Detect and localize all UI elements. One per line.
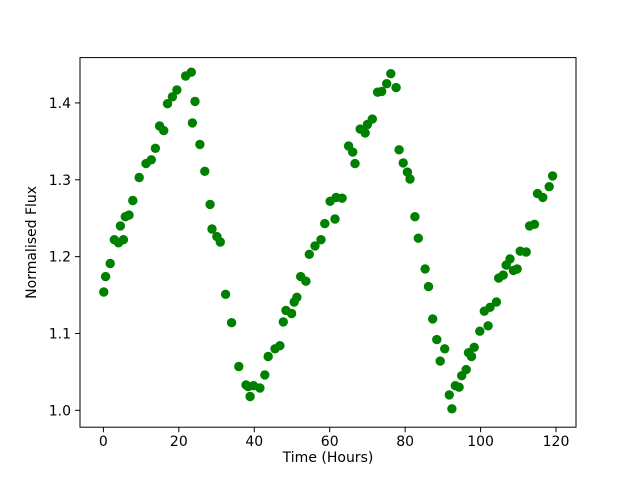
x-tick-label: 20 — [170, 434, 188, 450]
data-point — [220, 289, 231, 299]
data-point — [304, 249, 314, 259]
data-point — [544, 182, 554, 192]
data-point — [128, 195, 138, 206]
data-point — [105, 258, 115, 269]
data-point — [348, 147, 358, 157]
x-tick-label: 80 — [396, 434, 414, 450]
data-point — [310, 241, 320, 251]
data-point — [172, 85, 182, 95]
data-point — [469, 342, 479, 352]
data-point — [382, 79, 392, 89]
x-tick-label: 120 — [543, 434, 570, 450]
y-axis-ticks: 1.0 1.1 1.2 1.3 1.4 — [49, 96, 80, 419]
data-point — [432, 334, 442, 345]
data-point — [159, 125, 169, 136]
data-point — [226, 318, 237, 328]
y-tick-label: 1.4 — [49, 96, 71, 112]
data-point — [405, 174, 415, 184]
y-tick-label: 1.2 — [49, 250, 71, 266]
data-point — [454, 382, 464, 392]
x-axis-label: Time (Hours) — [282, 450, 374, 466]
data-point — [301, 276, 311, 286]
data-point — [316, 235, 326, 245]
data-point — [275, 341, 285, 351]
data-point — [444, 390, 454, 400]
data-point — [423, 281, 434, 292]
x-tick-label: 0 — [99, 434, 108, 450]
x-axis-ticks: 0 20 40 60 80 100 120 — [99, 427, 569, 450]
y-axis-label: Normalised Flux — [24, 186, 40, 299]
data-point — [115, 221, 126, 231]
data-point — [466, 351, 477, 362]
data-point — [292, 292, 302, 302]
data-point — [521, 247, 531, 257]
data-point — [428, 314, 438, 324]
data-point — [420, 264, 430, 274]
data-point — [498, 270, 508, 280]
data-point — [195, 139, 205, 150]
data-point — [167, 92, 178, 102]
data-point — [360, 128, 370, 138]
data-point — [505, 254, 515, 264]
data-point — [461, 364, 471, 375]
data-point — [99, 287, 109, 297]
scatter-points — [99, 67, 558, 414]
data-point — [286, 308, 297, 319]
data-point — [146, 155, 156, 165]
data-point — [447, 404, 457, 414]
x-tick-label: 60 — [321, 434, 339, 450]
data-point — [215, 237, 225, 247]
data-point — [337, 193, 347, 203]
data-point — [435, 356, 445, 366]
data-point — [187, 118, 198, 128]
data-point — [547, 171, 558, 181]
data-point — [538, 192, 548, 203]
data-point — [190, 96, 200, 107]
y-tick-label: 1.1 — [49, 326, 71, 342]
data-point — [205, 199, 215, 210]
y-tick-label: 1.3 — [49, 173, 71, 189]
data-point — [386, 69, 396, 79]
plot-area-spines — [79, 57, 577, 428]
data-point — [440, 344, 450, 354]
data-point — [124, 210, 134, 220]
data-point — [377, 86, 387, 97]
data-point — [260, 370, 270, 380]
data-point — [350, 158, 360, 169]
data-point — [367, 114, 377, 124]
data-point — [162, 99, 173, 109]
data-point — [278, 317, 288, 327]
x-tick-label: 40 — [245, 434, 263, 450]
data-point — [475, 326, 485, 336]
data-point — [512, 264, 522, 274]
data-point — [483, 321, 493, 331]
data-point — [207, 224, 217, 234]
data-point — [529, 219, 540, 229]
data-point — [255, 383, 265, 393]
data-point — [150, 143, 161, 153]
data-point — [200, 166, 210, 176]
data-point — [245, 391, 255, 402]
data-point — [394, 145, 404, 155]
data-point — [413, 233, 423, 243]
data-point — [330, 214, 340, 224]
data-point — [134, 172, 144, 183]
data-point — [398, 158, 408, 168]
data-point — [234, 361, 244, 372]
data-point — [186, 67, 196, 77]
data-point — [485, 302, 495, 312]
y-tick-label: 1.0 — [49, 403, 71, 419]
data-point — [100, 271, 111, 282]
data-point — [320, 218, 330, 229]
data-point — [391, 82, 401, 93]
data-point — [263, 351, 273, 362]
data-point — [491, 297, 502, 307]
x-tick-label: 100 — [467, 434, 494, 450]
data-point — [118, 235, 129, 245]
data-point — [410, 212, 420, 222]
